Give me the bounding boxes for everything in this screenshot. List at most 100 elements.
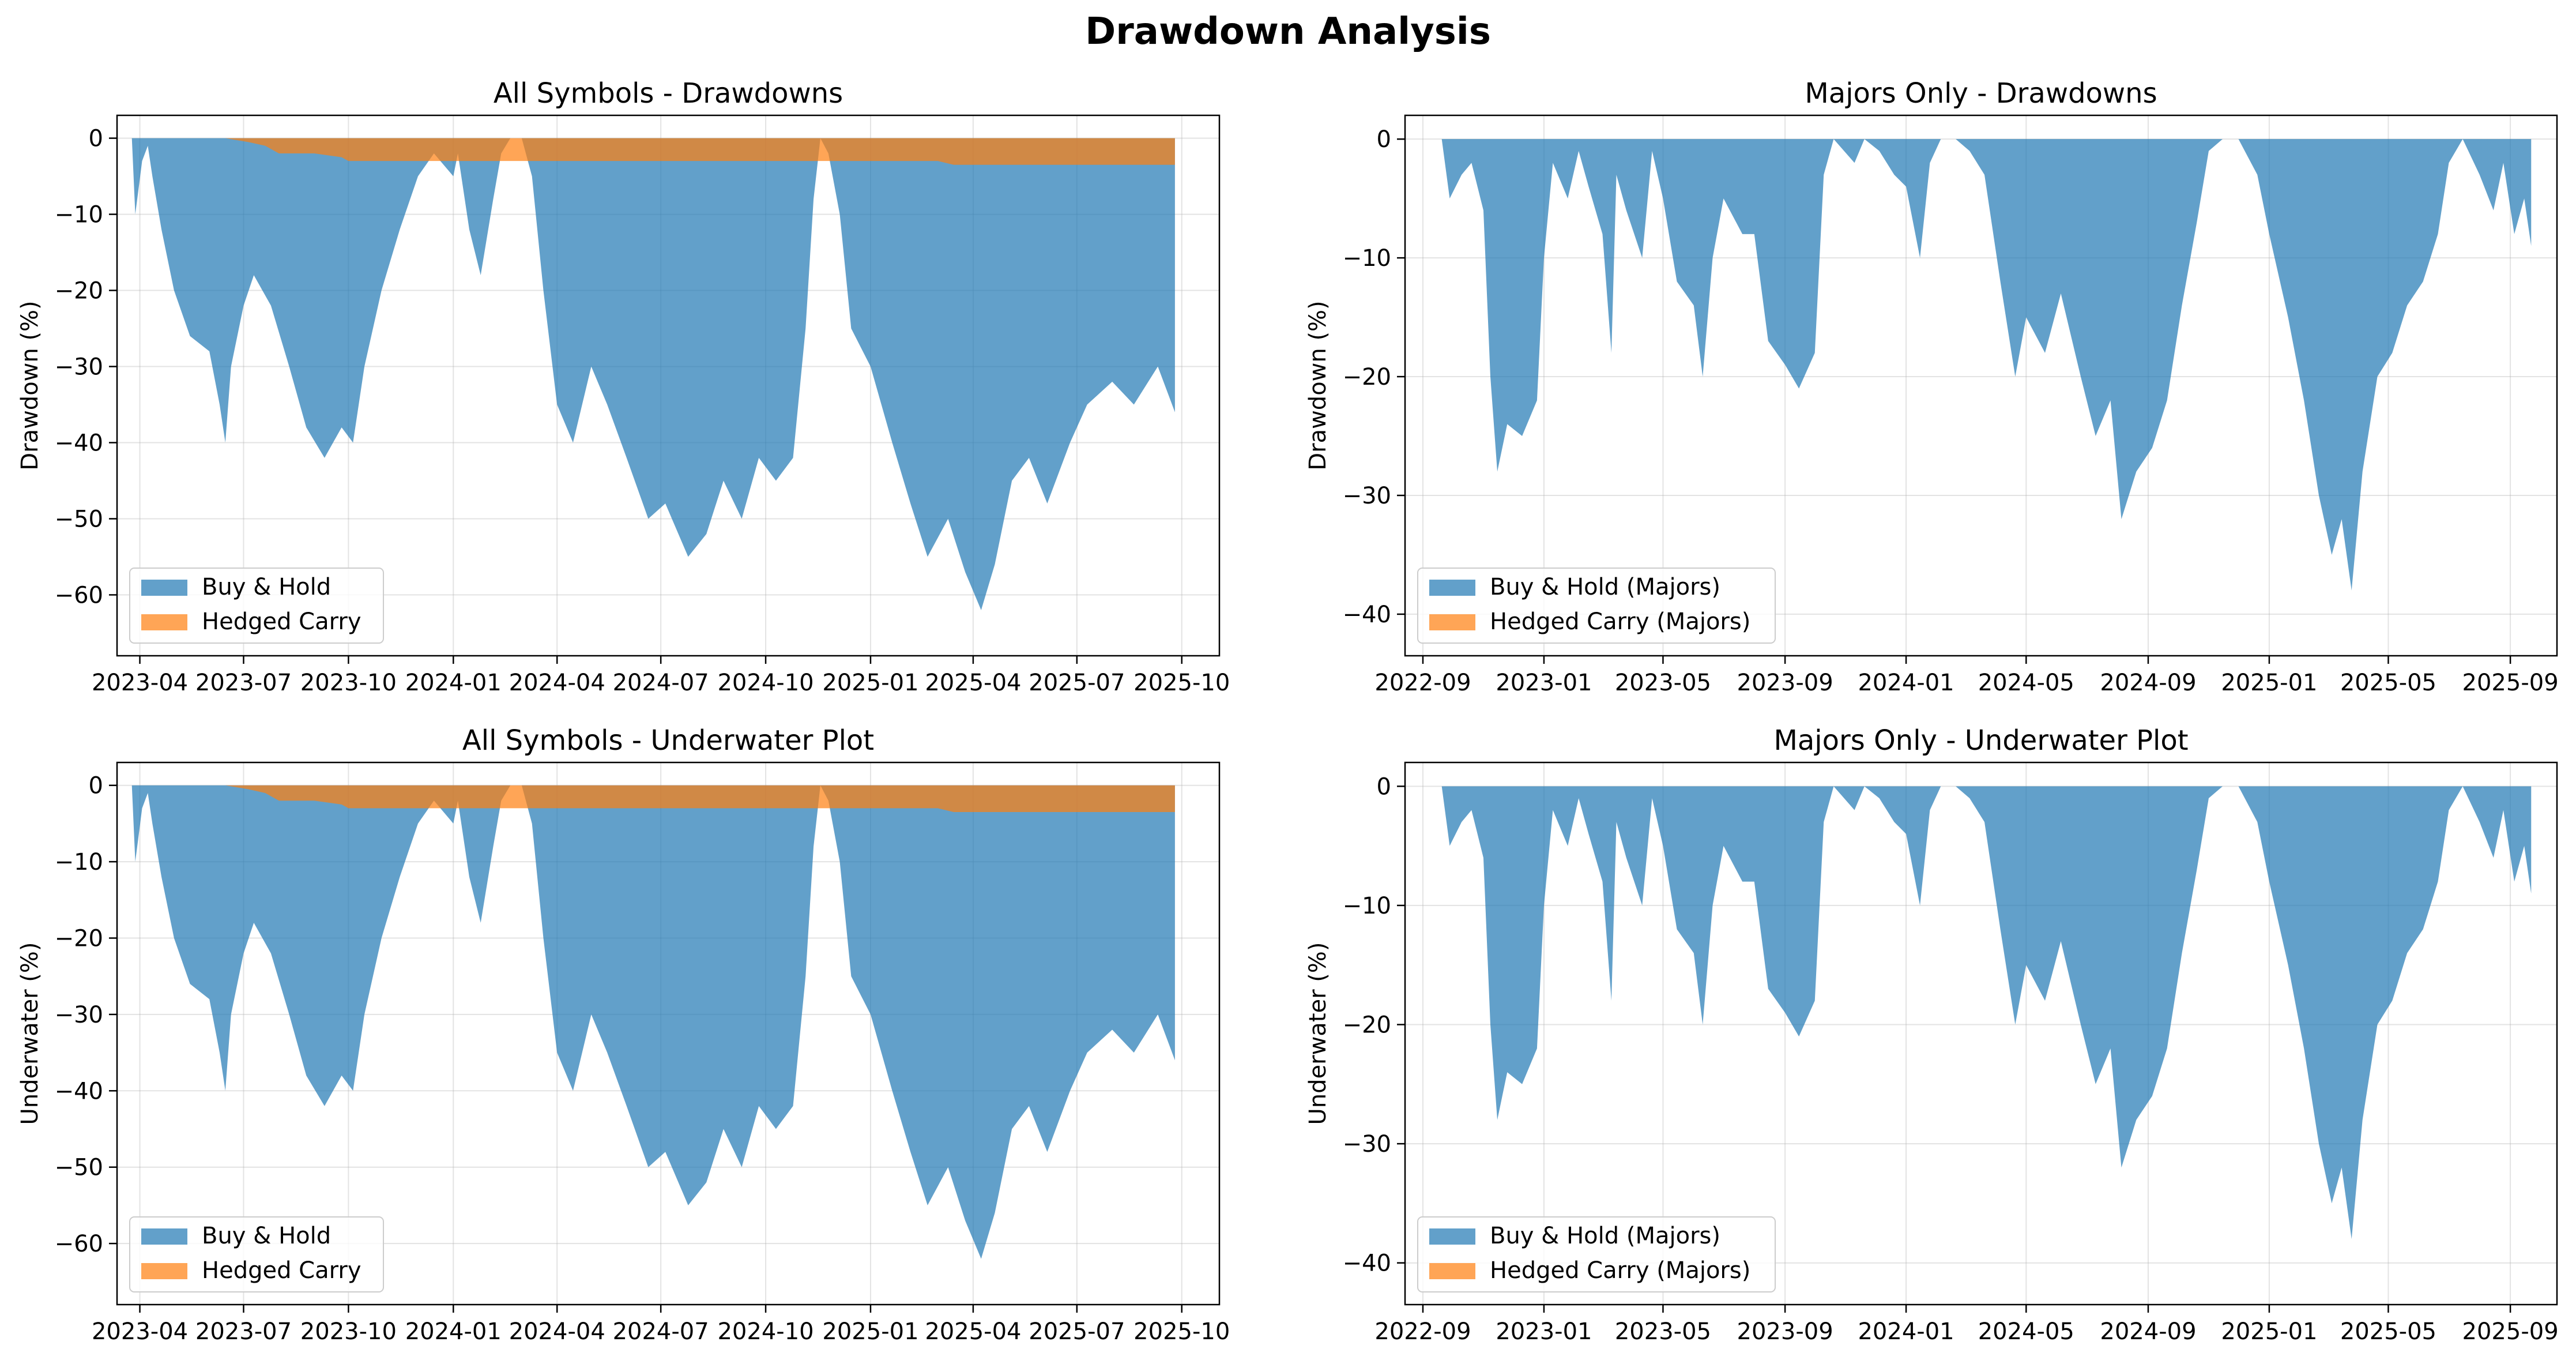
x-tick-label: 2023-07 — [195, 670, 292, 696]
y-tick-label: −20 — [55, 278, 103, 305]
x-tick-label: 2024-04 — [509, 1318, 605, 1345]
x-tick-label: 2025-01 — [822, 1318, 918, 1345]
panel-title: Majors Only - Drawdowns — [1805, 77, 2157, 110]
legend-swatch — [1429, 1228, 1475, 1245]
x-tick-label: 2024-10 — [717, 670, 814, 696]
x-tick-label: 2024-01 — [1858, 670, 1954, 696]
x-tick-label: 2024-05 — [1978, 1318, 2074, 1345]
y-axis-label: Underwater (%) — [1305, 942, 1331, 1125]
legend-swatch — [1429, 614, 1475, 630]
y-tick-label: −40 — [55, 1078, 103, 1104]
series-area-buy-hold-majors- — [1441, 786, 2532, 1239]
x-tick-label: 2025-07 — [1029, 670, 1125, 696]
legend-swatch — [141, 1263, 187, 1279]
x-tick-label: 2023-09 — [1737, 1318, 1833, 1345]
x-tick-label: 2024-01 — [405, 1318, 502, 1345]
y-tick-label: −50 — [55, 1155, 103, 1181]
panel-title: Majors Only - Underwater Plot — [1773, 724, 2188, 757]
axes-frame — [1404, 114, 2558, 657]
x-tick-label: 2025-05 — [2340, 1318, 2436, 1345]
y-tick-label: −10 — [1343, 245, 1391, 272]
x-tick-label: 2023-05 — [1615, 670, 1711, 696]
panel-title: All Symbols - Drawdowns — [494, 77, 843, 110]
y-axis-label: Drawdown (%) — [1305, 300, 1331, 470]
legend-swatch — [1429, 580, 1475, 596]
panel-title: All Symbols - Underwater Plot — [462, 724, 874, 757]
y-tick-label: −40 — [55, 430, 103, 456]
y-tick-label: −10 — [1343, 893, 1391, 919]
series-area-hedged-carry — [131, 138, 1175, 165]
y-tick-label: 0 — [1377, 773, 1391, 800]
legend-label: Hedged Carry (Majors) — [1490, 1257, 1750, 1284]
x-tick-label: 2025-09 — [2462, 1318, 2559, 1345]
y-tick-label: 0 — [89, 773, 103, 799]
x-tick-label: 2024-01 — [405, 670, 502, 696]
series-areas — [1441, 786, 2532, 1239]
y-tick-label: −10 — [55, 202, 103, 228]
legend-swatch — [1429, 1263, 1475, 1279]
y-tick-label: −10 — [55, 849, 103, 875]
y-tick-label: −60 — [55, 582, 103, 608]
y-tick-label: −60 — [55, 1231, 103, 1257]
y-tick-label: −30 — [1343, 1131, 1391, 1158]
x-tick-label: 2023-10 — [300, 1318, 397, 1345]
legend: Buy & Hold Hedged Carry — [129, 1216, 384, 1292]
y-tick-label: −30 — [1343, 483, 1391, 509]
chart-panel-3: All Symbols - Underwater Plot 0 −10 −20 −30 −… — [17, 724, 1230, 1345]
chart-panel-1: All Symbols - Drawdowns 0 −10 −20 −30 −40 −50 −… — [17, 77, 1230, 696]
x-tick-label: 2025-05 — [2340, 670, 2436, 696]
legend-swatch — [141, 1228, 187, 1245]
y-axis-label: Drawdown (%) — [17, 300, 43, 470]
y-tick-label: −20 — [1343, 364, 1391, 390]
x-tick-label: 2022-09 — [1374, 1318, 1471, 1345]
chart-panel-4: Majors Only - Underwater Plot 0 −10 −20 −30 −… — [1305, 724, 2559, 1345]
x-tick-label: 2022-09 — [1374, 670, 1471, 696]
legend-label: Hedged Carry (Majors) — [1490, 608, 1750, 635]
legend-label: Buy & Hold — [202, 1223, 331, 1249]
series-areas — [1441, 139, 2532, 591]
legend-swatch — [141, 580, 187, 596]
x-tick-label: 2024-04 — [509, 670, 605, 696]
series-areas — [131, 138, 1175, 610]
legend-box — [129, 1216, 384, 1292]
figure-title: Drawdown Analysis — [1085, 10, 1491, 53]
y-tick-label: −20 — [55, 926, 103, 952]
x-tick-label: 2024-01 — [1858, 1318, 1954, 1345]
legend-box — [129, 568, 384, 644]
legend-swatch — [141, 614, 187, 630]
x-tick-label: 2024-05 — [1978, 670, 2074, 696]
legend-label: Buy & Hold (Majors) — [1490, 574, 1720, 600]
x-tick-label: 2025-01 — [2221, 1318, 2317, 1345]
series-area-buy-hold-majors- — [1441, 139, 2532, 591]
legend-label: Hedged Carry — [202, 608, 361, 635]
x-tick-label: 2023-01 — [1496, 1318, 1592, 1345]
x-tick-label: 2025-07 — [1029, 1318, 1125, 1345]
x-tick-label: 2023-04 — [92, 670, 188, 696]
x-tick-label: 2025-09 — [2462, 670, 2559, 696]
x-tick-label: 2024-07 — [613, 1318, 709, 1345]
series-area-hedged-carry — [131, 785, 1175, 813]
x-tick-label: 2023-09 — [1737, 670, 1833, 696]
axes-frame — [116, 114, 1221, 657]
series-areas — [131, 785, 1175, 1259]
series-area-buy-hold — [131, 138, 1175, 610]
legend-label: Hedged Carry — [202, 1257, 361, 1284]
x-tick-label: 2023-10 — [300, 670, 397, 696]
x-tick-label: 2023-04 — [92, 1318, 188, 1345]
y-tick-label: −50 — [55, 506, 103, 532]
y-tick-label: −40 — [1343, 1250, 1391, 1277]
legend: Buy & Hold (Majors) Hedged Carry (Majors) — [1417, 568, 1776, 644]
y-tick-label: −20 — [1343, 1012, 1391, 1039]
x-tick-label: 2025-01 — [822, 670, 918, 696]
legend-label: Buy & Hold (Majors) — [1490, 1223, 1720, 1249]
x-tick-label: 2023-01 — [1496, 670, 1592, 696]
axes-frame — [116, 761, 1221, 1306]
x-tick-label: 2025-04 — [925, 1318, 1021, 1345]
x-tick-label: 2025-04 — [925, 670, 1021, 696]
series-area-buy-hold — [131, 785, 1175, 1259]
x-tick-label: 2025-01 — [2221, 670, 2317, 696]
x-tick-label: 2024-07 — [613, 670, 709, 696]
x-tick-label: 2023-05 — [1615, 1318, 1711, 1345]
x-tick-label: 2024-09 — [2100, 670, 2196, 696]
